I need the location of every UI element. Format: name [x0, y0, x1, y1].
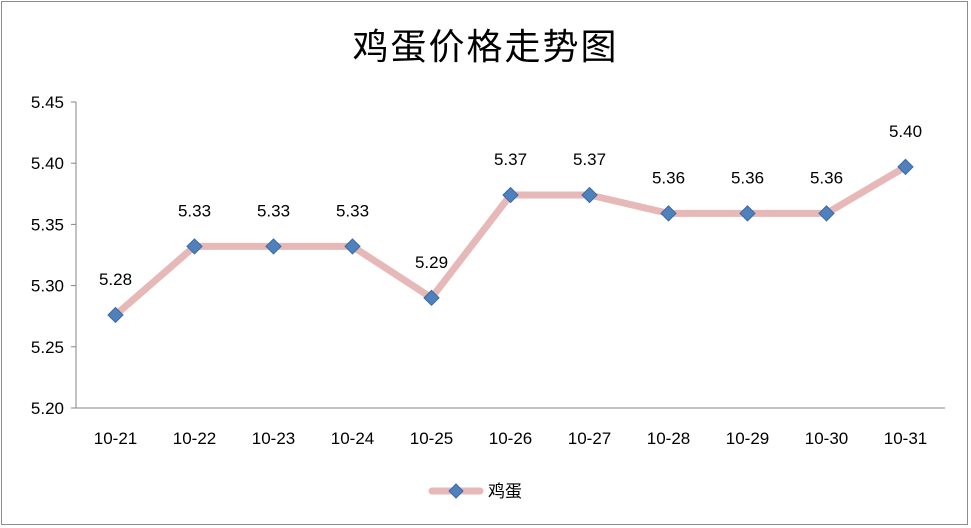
data-label: 5.36 — [652, 168, 685, 187]
data-label: 5.37 — [573, 150, 606, 169]
y-tick-label: 5.30 — [31, 277, 64, 296]
data-label: 5.33 — [336, 201, 369, 220]
x-tick-label: 10-30 — [805, 429, 848, 448]
legend-label: 鸡蛋 — [488, 482, 522, 502]
x-tick-label: 10-25 — [410, 429, 453, 448]
x-tick-label: 10-21 — [94, 429, 137, 448]
x-tick-label: 10-24 — [331, 429, 374, 448]
data-label: 5.33 — [178, 201, 211, 220]
data-point-marker — [660, 205, 677, 222]
x-tick-label: 10-22 — [173, 429, 216, 448]
y-tick-labels: 5.20 5.25 5.30 5.35 5.40 5.45 — [31, 93, 64, 418]
data-point-marker — [818, 205, 835, 222]
data-point-marker — [739, 205, 756, 222]
data-label: 5.36 — [810, 168, 843, 187]
data-point-marker — [581, 186, 598, 204]
x-tick-label: 10-23 — [252, 429, 295, 448]
x-tick-label: 10-26 — [489, 429, 532, 448]
x-tick-label: 10-29 — [726, 429, 769, 448]
x-tick-labels: 10-21 10-22 10-23 10-24 10-25 10-26 10-27 10-28… — [94, 429, 927, 448]
data-label: 5.33 — [257, 201, 290, 220]
data-point-marker — [502, 186, 519, 204]
y-tick-label: 5.45 — [31, 93, 64, 112]
y-tick-label: 5.35 — [31, 215, 64, 234]
series-egg — [107, 158, 914, 324]
x-tick-label: 10-27 — [568, 429, 611, 448]
data-label: 5.28 — [99, 270, 132, 289]
y-tick-label: 5.25 — [31, 338, 64, 357]
data-point-marker — [265, 238, 282, 255]
legend: 鸡蛋 — [428, 482, 522, 502]
data-labels: 5.28 5.33 5.33 5.33 5.29 5.37 5.37 5.36 5.36 5.36… — [99, 122, 922, 289]
data-point-marker — [423, 289, 440, 307]
data-label: 5.37 — [494, 150, 527, 169]
data-point-marker — [186, 238, 203, 255]
data-label: 5.40 — [889, 122, 922, 141]
data-point-marker — [344, 238, 361, 255]
axes — [71, 101, 945, 409]
data-label: 5.36 — [731, 168, 764, 187]
data-point-marker — [897, 158, 914, 176]
legend-marker-swatch — [448, 483, 464, 499]
data-label: 5.29 — [415, 253, 448, 272]
y-tick-label: 5.40 — [31, 154, 64, 173]
y-tick-label: 5.20 — [31, 399, 64, 418]
data-point-marker — [107, 306, 124, 324]
x-tick-label: 10-31 — [884, 429, 927, 448]
x-tick-label: 10-28 — [647, 429, 690, 448]
chart-title: 鸡蛋价格走势图 — [352, 27, 619, 68]
